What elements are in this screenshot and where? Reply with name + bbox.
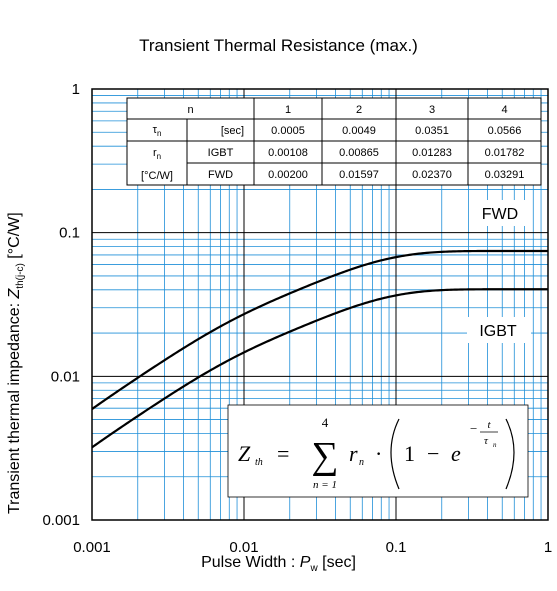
table-cell: 0.01782	[485, 147, 525, 159]
equation-exp-minus: −	[470, 421, 477, 436]
x-tick-label: 1	[544, 539, 552, 556]
table-tau-unit: [sec]	[221, 125, 244, 137]
table-header-cell: 1	[285, 104, 291, 116]
equation-left-paren	[390, 418, 400, 490]
equation-exp-num: t	[487, 419, 491, 431]
table-cell: 0.0005	[271, 125, 305, 137]
axis-ticks: 0.001 0.01 0.1 1 0.001 0.01 0.1 1	[42, 81, 552, 556]
table-cell: 0.0049	[342, 125, 376, 137]
y-tick-label: 1	[72, 81, 80, 98]
equation-sum-upper: 4	[322, 415, 329, 430]
table-cell: 0.00108	[268, 147, 308, 159]
table-row-label: IGBT	[208, 147, 234, 159]
equation-sum-lower: n = 1	[313, 479, 337, 491]
x-tick-label: 0.01	[229, 539, 258, 556]
table-tau-label: τn	[153, 124, 162, 138]
x-tick-label: 0.1	[386, 539, 407, 556]
table-cell: 0.00865	[339, 147, 379, 159]
table-r-unit: [°C/W]	[141, 170, 173, 182]
igbt-label-bg	[467, 317, 531, 343]
table-row-label: FWD	[208, 169, 233, 181]
equation-box: Z th = 4 ∑ n = 1 r n · 1 − e − t τ n	[227, 404, 529, 498]
igbt-curve-label: IGBT	[479, 323, 517, 340]
y-axis-label: Transient thermal impedance: Zth(j-c) [°…	[6, 212, 26, 514]
y-axis-label-prefix: Transient thermal impedance:	[6, 298, 23, 514]
equation-z-sub: th	[255, 457, 263, 468]
x-axis-label-sub: w	[310, 563, 318, 575]
table-cell: 0.00200	[268, 169, 308, 181]
chart-title: Transient Thermal Resistance (max.)	[139, 36, 418, 55]
fwd-curve-label: FWD	[482, 206, 518, 223]
equation-r-sub: n	[359, 457, 364, 468]
plot-frame	[91, 88, 549, 521]
series-line-fwd	[91, 249, 548, 410]
x-tick-label: 0.001	[73, 539, 111, 556]
x-axis-label-unit: [sec]	[317, 554, 356, 571]
y-axis-label-sub: th(j-c)	[15, 263, 27, 289]
equation-minus: −	[427, 441, 439, 466]
table-header-cell: n	[187, 104, 193, 116]
table-header-cell: 4	[501, 104, 507, 116]
table-cell: 0.01597	[339, 169, 379, 181]
parameter-table: n 1 2 3 4 τn [sec] 0.0005 0.0049 0.0351 0.0566 rn [°…	[126, 97, 542, 186]
equation-dot: ·	[375, 441, 382, 466]
table-header-cell: 3	[429, 104, 435, 116]
equation-r: r	[349, 441, 358, 466]
y-axis-label-unit: [°C/W]	[6, 212, 23, 264]
curves	[91, 249, 548, 449]
equation-right-paren	[505, 418, 515, 490]
equation-exp-den: τ	[484, 435, 489, 447]
fwd-label-bg	[470, 200, 530, 226]
x-axis-label: Pulse Width : Pw [sec]	[0, 554, 557, 574]
table-header-cell: 2	[356, 104, 362, 116]
table-cell: 0.01283	[412, 147, 452, 159]
y-tick-label: 0.1	[59, 225, 80, 242]
table-cell: 0.0566	[488, 125, 522, 137]
equation-bg	[227, 404, 529, 498]
equation-z: Z	[238, 441, 251, 466]
equation-e: e	[451, 441, 461, 466]
equation-equals: =	[277, 441, 289, 466]
table-cell: 0.03291	[485, 169, 525, 181]
table-lines	[127, 98, 541, 185]
table-cells: n 1 2 3 4 τn [sec] 0.0005 0.0049 0.0351 0.0566 rn [°…	[141, 104, 524, 182]
x-axis-label-prefix: Pulse Width :	[201, 554, 300, 571]
y-tick-label: 0.01	[51, 368, 80, 385]
table-r-label: rn	[153, 147, 161, 161]
equation-exp-den-sub: n	[493, 441, 497, 449]
table-cell: 0.0351	[415, 125, 449, 137]
equation-one: 1	[404, 441, 415, 466]
y-tick-label: 0.001	[42, 512, 80, 529]
equation-sum-symbol: ∑	[311, 435, 338, 477]
series-line-igbt	[91, 288, 548, 449]
x-axis-label-var: P	[299, 554, 311, 571]
table-cell: 0.02370	[412, 169, 452, 181]
y-axis-label-var: Z	[6, 288, 23, 299]
